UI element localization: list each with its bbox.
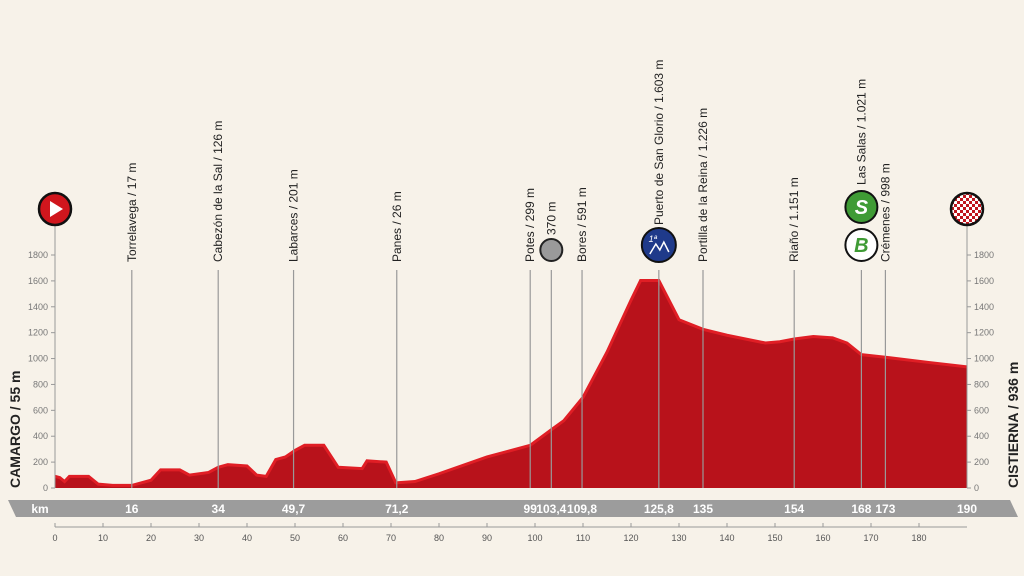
x-tick-label: 170: [863, 533, 878, 543]
intermediate-sprint-icon: [539, 238, 564, 262]
km-band-label: km: [31, 502, 48, 516]
waypoint-label: Labarces / 201 m: [287, 169, 301, 262]
finish-km-label: 190: [957, 502, 977, 516]
x-tick-label: 150: [767, 533, 782, 543]
y-tick-label-right: 200: [974, 457, 989, 467]
y-tick-label-left: 1800: [28, 250, 48, 260]
waypoint-label: Crémenes / 998 m: [878, 163, 892, 262]
waypoint-km-label: 49,7: [282, 502, 306, 516]
mountain-glyph: [649, 240, 670, 255]
y-tick-label-right: 1800: [974, 250, 994, 260]
elevation-profile-line: [54, 279, 968, 487]
y-tick-label-left: 800: [33, 379, 48, 389]
y-tick-label-right: 1200: [974, 328, 994, 338]
km-band: [8, 500, 1018, 517]
x-tick-label: 20: [146, 533, 156, 543]
y-tick-label-left: 200: [33, 457, 48, 467]
y-tick-label-right: 0: [974, 483, 979, 493]
waypoint-label: Panes / 26 m: [390, 191, 404, 262]
y-tick-label-left: 1000: [28, 354, 48, 364]
x-tick-label: 50: [290, 533, 300, 543]
waypoint-label: Torrelavega / 17 m: [125, 163, 139, 262]
waypoint-km-label: 135: [693, 502, 713, 516]
y-tick-label-right: 1000: [974, 354, 994, 364]
sprint-icon: [844, 190, 879, 224]
elevation-profile-area: [55, 280, 967, 488]
bonus-icon: [844, 228, 879, 262]
x-tick-label: 70: [386, 533, 396, 543]
waypoint-km-label: 71,2: [385, 502, 409, 516]
bonus-icon-letter: B: [854, 235, 868, 257]
waypoint-label: Bores / 591 m: [575, 187, 589, 262]
x-tick-label: 140: [719, 533, 734, 543]
waypoint-label: Potes / 299 m: [523, 188, 537, 262]
finish-circle: [949, 191, 985, 227]
y-tick-label-left: 0: [43, 483, 48, 493]
waypoint-km-label: 99: [524, 502, 538, 516]
y-tick-label-right: 800: [974, 379, 989, 389]
y-tick-label-left: 400: [33, 431, 48, 441]
kom-circle: [640, 227, 677, 263]
y-tick-label-right: 1400: [974, 302, 994, 312]
play-icon: [50, 201, 63, 217]
waypoint-km-label: 34: [212, 502, 226, 516]
x-tick-label: 40: [242, 533, 252, 543]
waypoint-km-label: 103,4: [536, 502, 566, 516]
x-tick-label: 30: [194, 533, 204, 543]
start-label: CAMARGO / 55 m: [7, 371, 23, 488]
waypoint-label: Riaño / 1.151 m: [787, 177, 801, 262]
waypoint-km-label: 125,8: [644, 502, 674, 516]
x-tick-label: 130: [671, 533, 686, 543]
x-tick-label: 10: [98, 533, 108, 543]
y-tick-label-right: 1600: [974, 276, 994, 286]
sprint-icon-letter: S: [855, 197, 869, 219]
waypoint-label: 370 m: [544, 202, 558, 235]
kom-category-1-icon: 1ª: [640, 227, 677, 263]
y-tick-label-left: 1600: [28, 276, 48, 286]
finish-flag-icon: [949, 191, 985, 227]
waypoint-km-label: 168: [851, 502, 871, 516]
x-tick-label: 90: [482, 533, 492, 543]
x-tick-label: 180: [911, 533, 926, 543]
y-tick-label-right: 400: [974, 431, 989, 441]
finish-label: CISTIERNA / 936 m: [1005, 362, 1021, 488]
y-tick-label-left: 1200: [28, 328, 48, 338]
x-tick-label: 80: [434, 533, 444, 543]
waypoint-km-label: 173: [875, 502, 895, 516]
x-tick-label: 160: [815, 533, 830, 543]
waypoint-label: Las Salas / 1.021 m: [854, 79, 868, 185]
kom-category-text: 1ª: [649, 234, 658, 244]
waypoint-label: Cabezón de la Sal / 126 m: [211, 121, 225, 262]
y-tick-label-left: 1400: [28, 302, 48, 312]
waypoint-km-label: 16: [125, 502, 139, 516]
x-tick-label: 60: [338, 533, 348, 543]
y-tick-label-right: 600: [974, 405, 989, 415]
waypoint-label: Puerto de San Glorio / 1.603 m: [652, 60, 666, 225]
waypoint-km-label: 109,8: [567, 502, 597, 516]
waypoint-label: Portilla de la Reina / 1.226 m: [696, 108, 710, 262]
x-tick-label: 100: [527, 533, 542, 543]
y-tick-label-left: 600: [33, 405, 48, 415]
waypoint-km-label: 154: [784, 502, 804, 516]
x-tick-label: 110: [576, 533, 590, 543]
x-tick-label: 120: [623, 533, 638, 543]
x-tick-label: 0: [52, 533, 57, 543]
